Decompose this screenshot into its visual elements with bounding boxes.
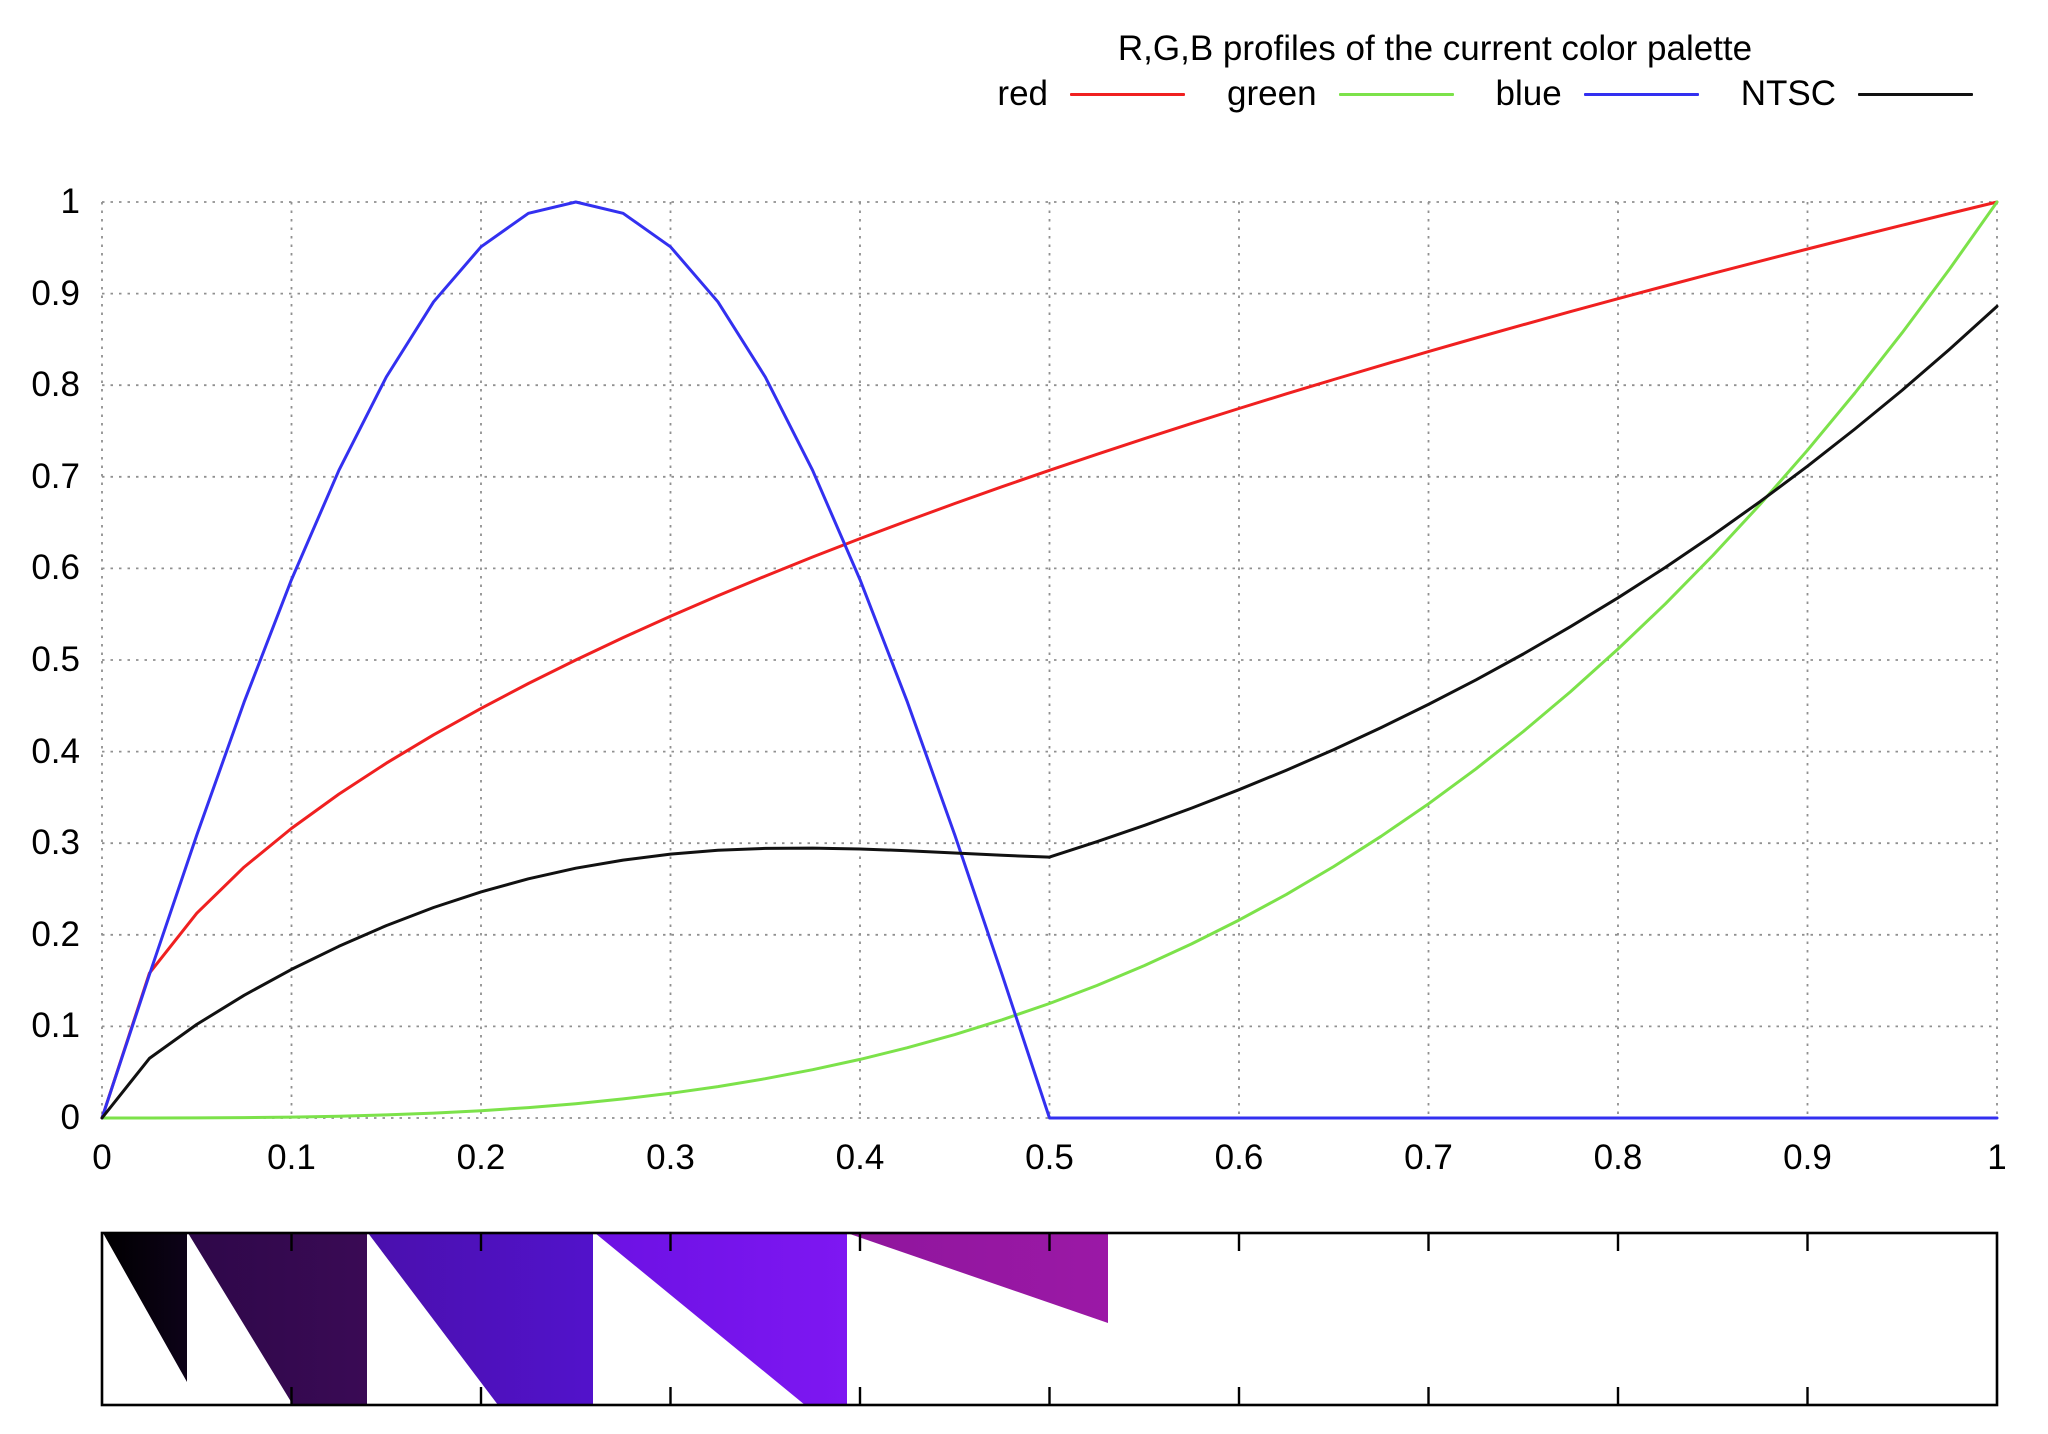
palette-tooth-4 (595, 1233, 847, 1405)
y-tick-label-0.8: 0.8 (31, 365, 80, 405)
y-tick-label-0.6: 0.6 (31, 548, 80, 588)
curve-red (100, 200, 1999, 1120)
y-tick-label-0.3: 0.3 (31, 823, 80, 863)
curve-blue (100, 200, 1999, 1120)
legend-line-sample-red (1070, 92, 1186, 96)
y-tick-label-0.9: 0.9 (31, 273, 80, 313)
x-tick-label-0.3: 0.3 (646, 1138, 695, 1177)
legend-item-blue: blue (1496, 74, 1699, 114)
x-tick-label-0: 0 (92, 1138, 112, 1177)
legend-label-blue: blue (1495, 74, 1562, 113)
legend-line-sample-green (1338, 92, 1454, 96)
legend-item-red: red (997, 74, 1186, 114)
x-tick-label-0.8: 0.8 (1593, 1138, 1643, 1177)
legend-label-NTSC: NTSC (1740, 74, 1836, 113)
y-tick-label-0.1: 0.1 (31, 1006, 80, 1046)
y-tick-label-0.4: 0.4 (31, 731, 80, 771)
y-tick-label-0.2: 0.2 (31, 914, 80, 954)
curve-green (100, 200, 1999, 1120)
legend-label-red: red (997, 74, 1049, 113)
x-tick-label-0.9: 0.9 (1783, 1138, 1832, 1177)
curve-NTSC (100, 304, 1999, 1120)
palette-tooth-3 (368, 1233, 593, 1405)
x-tick-label-0.1: 0.1 (267, 1138, 316, 1177)
y-tick-label-0.7: 0.7 (31, 456, 80, 496)
x-tick-label-0.6: 0.6 (1214, 1138, 1264, 1177)
legend: red green blue NTSC (997, 74, 1973, 114)
x-tick-label-1: 1 (1987, 1138, 2007, 1177)
palette-tooth-5 (847, 1233, 1108, 1323)
palette-tooth-2 (188, 1233, 367, 1405)
x-tick-label-0.7: 0.7 (1404, 1138, 1453, 1177)
y-tick-label-0: 0 (60, 1098, 80, 1137)
x-tick-label-0.2: 0.2 (456, 1138, 506, 1177)
legend-item-NTSC: NTSC (1741, 74, 1973, 114)
palette-tooth-1 (103, 1233, 187, 1382)
legend-line-sample-NTSC (1858, 92, 1973, 96)
legend-label-green: green (1227, 74, 1317, 113)
chart-title: R,G,B profiles of the current color pale… (1117, 29, 1753, 68)
legend-item-green: green (1227, 74, 1454, 114)
y-tick-label-1: 1 (60, 182, 80, 221)
x-tick-label-0.4: 0.4 (835, 1138, 885, 1177)
y-tick-label-0.5: 0.5 (31, 640, 80, 679)
legend-line-sample-blue (1583, 92, 1699, 96)
x-tick-label-0.5: 0.5 (1025, 1138, 1074, 1177)
